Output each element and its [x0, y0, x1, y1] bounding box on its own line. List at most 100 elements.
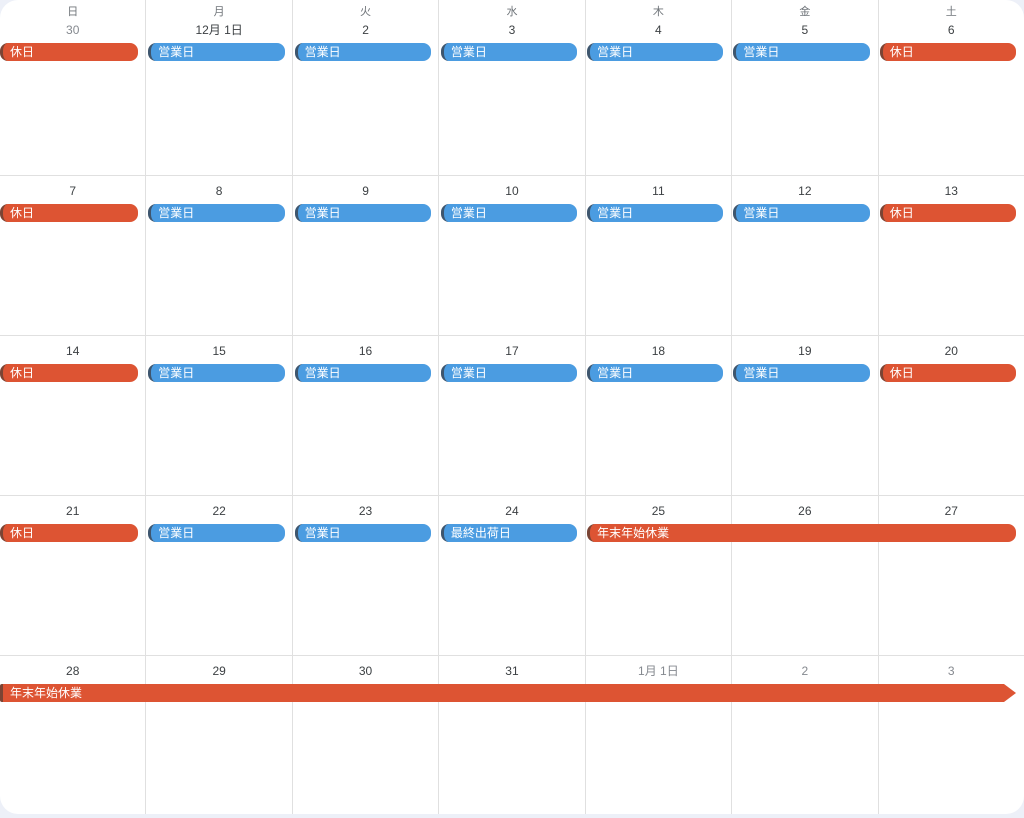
day-cell[interactable]: 2	[731, 656, 877, 814]
date-label[interactable]: 25	[651, 504, 666, 518]
date-label[interactable]: 3	[508, 23, 516, 37]
day-cell[interactable]: 27	[877, 496, 1024, 655]
event-chip[interactable]: 休日	[879, 43, 1016, 61]
event-chip[interactable]: 休日	[0, 43, 139, 61]
day-cell[interactable]: 23	[291, 496, 438, 655]
date-label[interactable]: 28	[66, 664, 80, 678]
event-chip[interactable]: 営業日	[733, 364, 870, 382]
day-cell[interactable]: 31	[438, 656, 584, 814]
day-cell[interactable]: 18	[584, 336, 731, 495]
event-chip[interactable]: 営業日	[294, 43, 431, 61]
day-cell[interactable]: 20	[877, 336, 1024, 495]
day-cell[interactable]: 10	[438, 176, 584, 335]
day-cell[interactable]: 29	[145, 656, 291, 814]
day-cell[interactable]: 13	[877, 176, 1024, 335]
event-chip[interactable]: 営業日	[587, 43, 724, 61]
day-cell[interactable]: 19	[731, 336, 877, 495]
event-chip[interactable]: 営業日	[733, 204, 870, 222]
event-chip[interactable]: 営業日	[294, 364, 431, 382]
event-chip[interactable]: 休日	[879, 364, 1016, 382]
date-label[interactable]: 5	[801, 23, 809, 37]
date-label[interactable]: 6	[947, 23, 955, 37]
event-chip[interactable]: 休日	[0, 524, 139, 542]
date-label[interactable]: 2	[362, 23, 369, 37]
date-label[interactable]: 7	[69, 184, 77, 198]
event-chip[interactable]: 営業日	[148, 43, 285, 61]
event-chip[interactable]: 営業日	[587, 204, 724, 222]
event-chip[interactable]: 営業日	[148, 524, 285, 542]
day-cell[interactable]: 日 30	[0, 0, 145, 175]
date-label[interactable]: 14	[66, 344, 80, 358]
day-cell[interactable]: 12	[731, 176, 877, 335]
date-label[interactable]: 4	[655, 23, 662, 37]
day-cell[interactable]: 24	[438, 496, 584, 655]
day-cell[interactable]: 8	[145, 176, 291, 335]
date-label[interactable]: 18	[651, 344, 666, 358]
event-chip[interactable]: 休日	[0, 364, 139, 382]
day-cell[interactable]: 17	[438, 336, 584, 495]
date-label[interactable]: 8	[215, 184, 223, 198]
day-cell[interactable]: 30	[291, 656, 438, 814]
date-label[interactable]: 9	[362, 184, 369, 198]
event-chip[interactable]: 営業日	[148, 364, 285, 382]
date-label[interactable]: 11	[652, 184, 665, 198]
event-chip[interactable]: 最終出荷日	[440, 524, 578, 542]
date-label[interactable]: 22	[212, 504, 226, 518]
date-label[interactable]: 21	[66, 504, 80, 518]
event-chip[interactable]: 年末年始休業	[0, 684, 1004, 702]
date-label[interactable]: 12	[798, 184, 812, 198]
date-label[interactable]: 23	[358, 504, 373, 518]
event-chip[interactable]: 年末年始休業	[587, 524, 1016, 542]
day-cell[interactable]: 1月 1日	[584, 656, 731, 814]
day-cell[interactable]: 14	[0, 336, 145, 495]
day-cell[interactable]: 11	[584, 176, 731, 335]
date-label[interactable]: 10	[505, 184, 519, 198]
date-label[interactable]: 30	[358, 664, 373, 678]
event-chip[interactable]: 営業日	[148, 204, 285, 222]
weekday-label: 水	[506, 6, 518, 18]
event-chip[interactable]: 営業日	[733, 43, 870, 61]
date-label[interactable]: 2	[801, 664, 809, 678]
day-cell[interactable]: 16	[291, 336, 438, 495]
event-chip[interactable]: 営業日	[440, 43, 578, 61]
day-cell[interactable]: 15	[145, 336, 291, 495]
day-cell[interactable]: 28	[0, 656, 145, 814]
day-cell[interactable]: 3	[877, 656, 1024, 814]
events-layer: 年末年始休業	[0, 684, 1024, 702]
date-label[interactable]: 17	[505, 344, 519, 358]
date-label[interactable]: 20	[944, 344, 958, 358]
event-chip[interactable]: 営業日	[440, 364, 578, 382]
day-cell[interactable]: 21	[0, 496, 145, 655]
event-chip[interactable]: 営業日	[294, 204, 431, 222]
date-label[interactable]: 26	[798, 504, 812, 518]
event-chip[interactable]: 営業日	[294, 524, 431, 542]
event-chip[interactable]: 営業日	[440, 204, 578, 222]
date-label[interactable]: 15	[212, 344, 226, 358]
event-chip[interactable]: 営業日	[587, 364, 724, 382]
event-chip[interactable]: 休日	[0, 204, 139, 222]
date-label[interactable]: 1月 1日	[638, 664, 679, 678]
date-label[interactable]: 3	[947, 664, 955, 678]
date-label[interactable]: 30	[66, 23, 80, 37]
date-label[interactable]: 29	[212, 664, 226, 678]
date-label[interactable]: 12月 1日	[195, 23, 243, 37]
day-cell[interactable]: 22	[145, 496, 291, 655]
date-label[interactable]: 19	[798, 344, 812, 358]
date-label[interactable]: 13	[944, 184, 958, 198]
day-cell[interactable]: 月 12月 1日	[145, 0, 291, 175]
day-cell[interactable]: 26	[731, 496, 877, 655]
date-label[interactable]: 27	[944, 504, 958, 518]
date-label[interactable]: 31	[505, 664, 519, 678]
event-chip[interactable]: 休日	[879, 204, 1016, 222]
day-cell[interactable]: 7	[0, 176, 145, 335]
date-label[interactable]: 24	[505, 504, 519, 518]
day-cell[interactable]: 25	[584, 496, 731, 655]
date-label[interactable]: 16	[358, 344, 373, 358]
day-cell[interactable]: 9	[291, 176, 438, 335]
